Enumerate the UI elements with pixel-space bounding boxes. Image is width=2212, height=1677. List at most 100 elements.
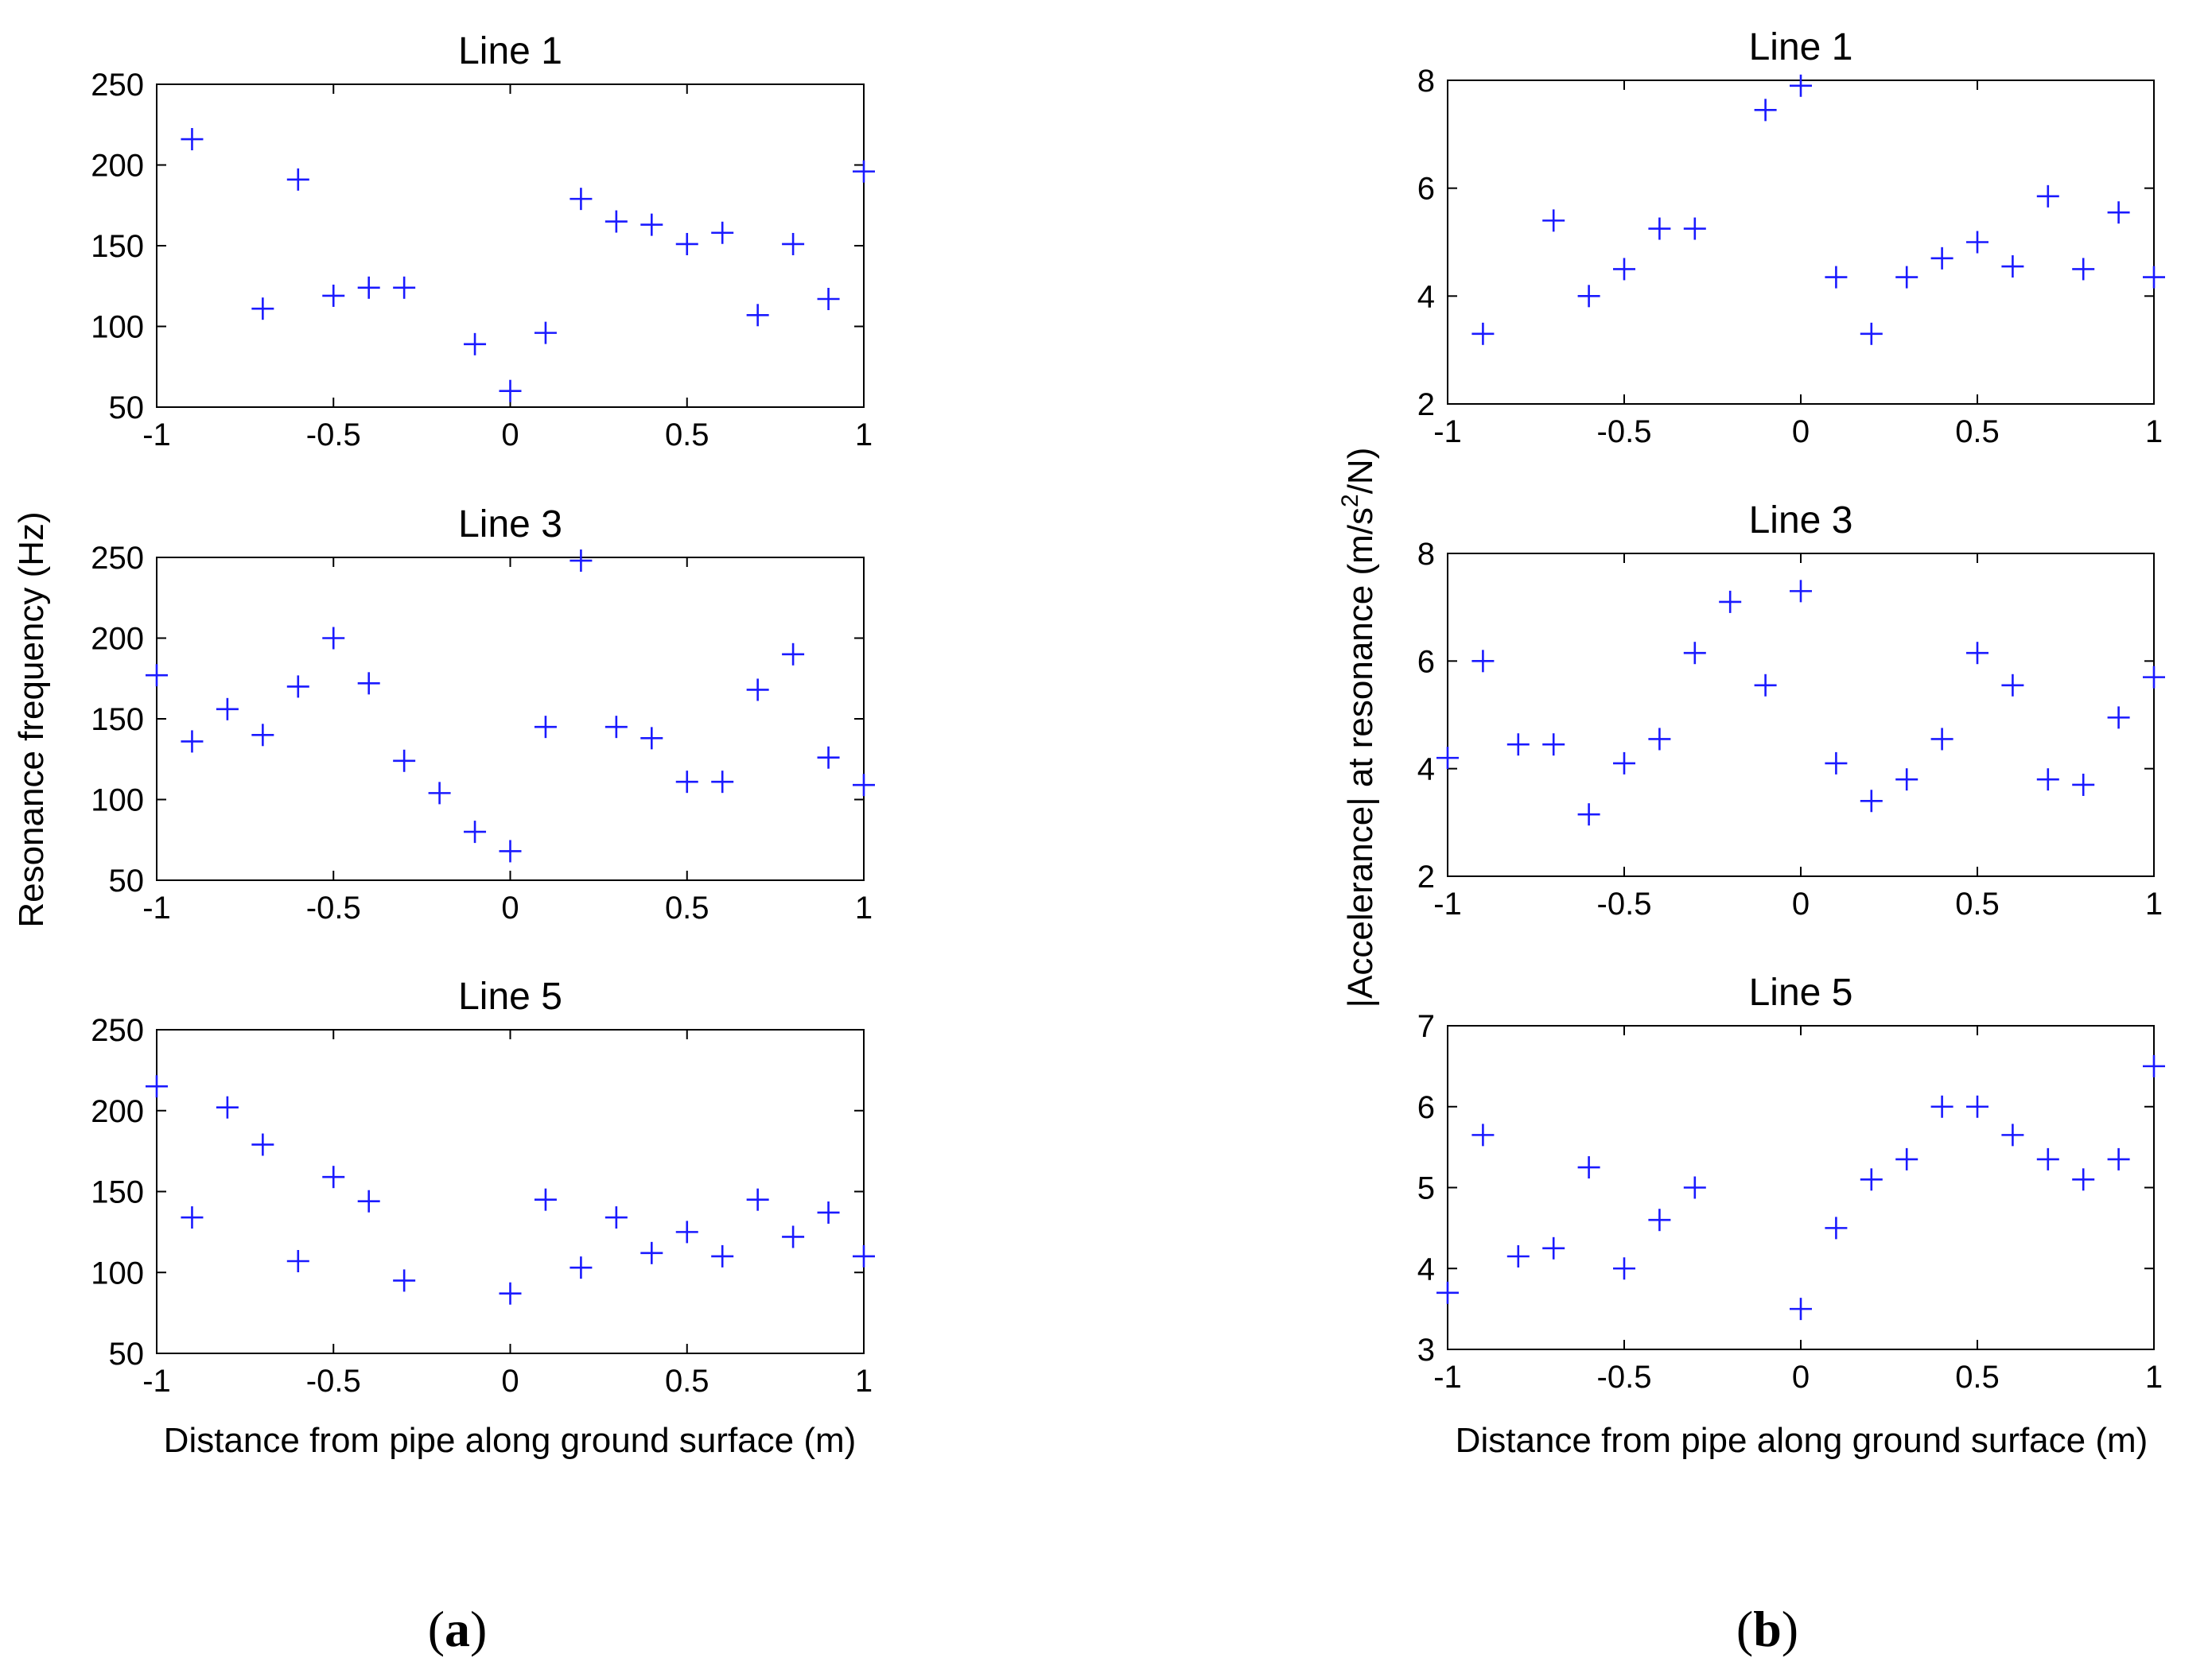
data-point (2072, 1168, 2095, 1191)
data-point (1966, 642, 1988, 665)
data-point (499, 840, 522, 863)
x-tick-label: -1 (142, 1364, 171, 1399)
y-tick-label: 50 (109, 390, 145, 425)
data-point (2072, 773, 2095, 796)
data-point (1613, 258, 1635, 281)
data-point (711, 221, 734, 244)
data-point (428, 782, 451, 805)
x-tick-label: 1 (2145, 414, 2163, 449)
data-point (1930, 247, 1953, 270)
data-point (1648, 1209, 1671, 1232)
x-tick-label: 1 (855, 891, 873, 926)
x-tick-label: -0.5 (1597, 414, 1652, 449)
data-point (1860, 322, 1883, 345)
data-point (393, 276, 416, 299)
data-point (499, 1282, 522, 1305)
data-point (464, 332, 487, 355)
data-point (146, 1075, 168, 1098)
panel-a-label: (a) (428, 1601, 488, 1657)
x-tick-label: -1 (142, 417, 171, 452)
y-tick-label: 100 (91, 783, 144, 818)
data-point (2107, 201, 2130, 224)
data-point (322, 284, 345, 307)
data-point (746, 678, 769, 701)
data-point (1966, 1095, 1988, 1118)
y-tick-label: 5 (1417, 1171, 1435, 1206)
x-tick-label: 0 (501, 1364, 519, 1399)
data-point (711, 1244, 734, 1267)
subplot-title: Line 5 (458, 976, 562, 1018)
y-tick-label: 4 (1417, 752, 1435, 787)
data-point (605, 716, 628, 739)
data-point (675, 232, 698, 255)
data-point (1471, 322, 1495, 345)
x-tick-label: -1 (1433, 1360, 1462, 1395)
x-tick-label: 0 (1792, 1360, 1810, 1395)
y-tick-label: 4 (1417, 1252, 1435, 1287)
panel-a-xlabel: Distance from pipe along ground surface … (164, 1421, 857, 1460)
y-tick-label: 100 (91, 310, 144, 345)
data-point (251, 297, 274, 320)
data-point (1683, 217, 1706, 240)
panel-b-label-open: ( (1736, 1601, 1753, 1657)
y-tick-label: 250 (91, 1013, 144, 1048)
data-point (2036, 184, 2059, 208)
data-point (1895, 1147, 1918, 1170)
data-point (1648, 728, 1671, 751)
data-point (817, 287, 840, 310)
data-point (534, 1188, 557, 1211)
data-point (2001, 255, 2024, 278)
subplot-b-line-3: Line 3 -1 -0.5 0 0.5 1 2 4 6 8 (1417, 499, 2165, 922)
subplot-title: Line 1 (1749, 26, 1853, 68)
data-point (1754, 99, 1777, 122)
y-tick-label: 3 (1417, 1333, 1435, 1368)
data-point (251, 724, 274, 747)
panel-a-label-letter: a (445, 1601, 470, 1657)
data-point (2143, 1054, 2165, 1077)
data-point (675, 1221, 698, 1244)
data-point (675, 771, 698, 794)
data-point (1790, 580, 1812, 603)
y-tick-label: 250 (91, 68, 144, 103)
data-point (605, 1206, 628, 1229)
x-tick-label: -0.5 (306, 1364, 361, 1399)
x-tick-label: -0.5 (306, 417, 361, 452)
panel-b-ylabel-post: /N) (1341, 448, 1380, 495)
data-point (181, 730, 204, 753)
data-point (570, 1256, 593, 1279)
x-tick-label: 0.5 (665, 891, 709, 926)
x-tick-label: -0.5 (1597, 1360, 1652, 1395)
data-point (853, 160, 875, 183)
subplot-title: Line 5 (1749, 972, 1853, 1014)
y-tick-label: 200 (91, 622, 144, 657)
data-point (1577, 1156, 1600, 1179)
data-point (782, 642, 805, 666)
data-point (1436, 747, 1459, 770)
plot-frame (156, 557, 865, 881)
data-point (1754, 674, 1777, 697)
data-point (357, 276, 380, 299)
y-tick-label: 150 (91, 229, 144, 264)
y-tick-label: 7 (1417, 1009, 1435, 1044)
data-point (1825, 266, 1848, 289)
data-point (251, 1133, 274, 1156)
data-point (605, 210, 628, 233)
x-tick-label: 0.5 (665, 1364, 709, 1399)
data-point (1895, 266, 1918, 289)
data-point (393, 1269, 416, 1292)
data-point (853, 1244, 875, 1267)
data-point (393, 749, 416, 772)
data-point (2072, 258, 2095, 281)
data-point (2143, 666, 2165, 689)
panel-b-label-close: ) (1782, 1601, 1798, 1657)
data-point (2036, 1147, 2059, 1170)
y-tick-label: 4 (1417, 279, 1435, 314)
data-point (1930, 728, 1953, 751)
y-tick-label: 50 (109, 864, 145, 899)
panel-b-ylabel-pre: |Accelerance| at resonance (m/s (1341, 507, 1380, 1007)
panel-a-label-close: ) (470, 1601, 487, 1657)
data-point (181, 128, 204, 151)
